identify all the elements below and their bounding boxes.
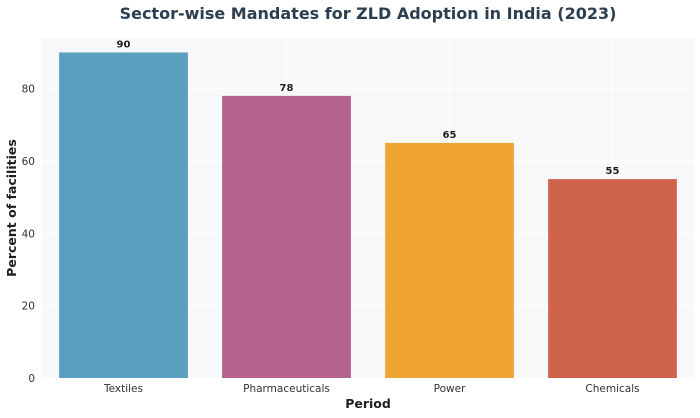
bar-pharmaceuticals — [222, 95, 351, 378]
y-tick-label: 40 — [22, 228, 35, 240]
y-tick-label: 80 — [22, 84, 35, 96]
x-tick-label: Pharmaceuticals — [243, 383, 330, 395]
x-axis-label: Period — [345, 396, 391, 411]
bars: 90 78 65 55 — [59, 39, 677, 379]
bar-power — [385, 142, 514, 378]
data-label: 90 — [117, 39, 131, 50]
data-label: 65 — [443, 130, 457, 141]
y-tick-label: 0 — [28, 373, 35, 385]
x-axis-ticks: Textiles Pharmaceuticals Power Chemicals — [103, 383, 640, 395]
y-axis-ticks: 0 20 40 60 80 — [22, 84, 35, 385]
x-tick-label: Textiles — [103, 383, 143, 395]
data-label: 55 — [606, 166, 620, 177]
x-tick-label: Chemicals — [585, 383, 639, 395]
y-tick-label: 20 — [22, 301, 35, 313]
y-axis-label: Percent of facilities — [4, 139, 19, 277]
bar-chemicals — [548, 179, 677, 378]
chart-title: Sector-wise Mandates for ZLD Adoption in… — [120, 4, 617, 23]
x-tick-label: Power — [434, 383, 466, 395]
y-tick-label: 60 — [22, 156, 35, 168]
data-label: 78 — [280, 83, 294, 94]
bar-textiles — [59, 52, 188, 379]
